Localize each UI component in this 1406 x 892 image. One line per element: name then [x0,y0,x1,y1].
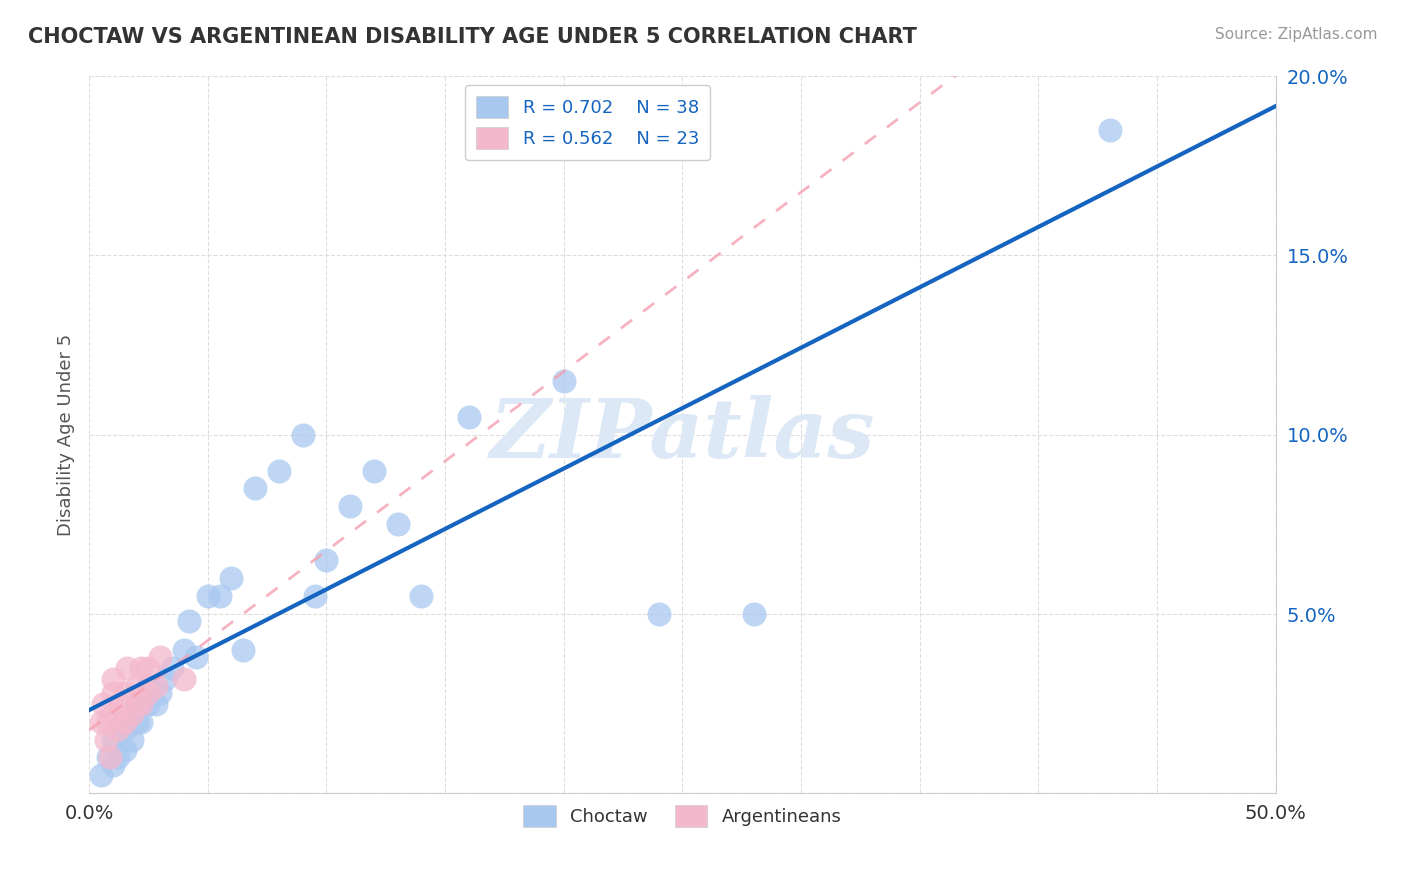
Point [138,661,160,675]
Point [108,697,131,711]
Point [125,697,148,711]
Point [94,732,117,747]
Point [149,686,172,700]
Point [97,714,120,729]
Text: CHOCTAW VS ARGENTINEAN DISABILITY AGE UNDER 5 CORRELATION CHART: CHOCTAW VS ARGENTINEAN DISABILITY AGE UN… [28,27,917,46]
Point [90,714,112,729]
Point [101,672,124,686]
Point [177,614,200,628]
Point [197,589,219,603]
Point [125,714,148,729]
Point [129,661,152,675]
Point [100,750,122,764]
Point [138,697,160,711]
Point [173,672,195,686]
Point [97,750,120,764]
Point [221,571,243,585]
Point [91,697,114,711]
Point [315,553,337,567]
Point [138,686,160,700]
Point [232,643,254,657]
Point [411,589,433,603]
Point [267,464,290,478]
Point [90,768,112,782]
Point [125,679,148,693]
Point [173,643,195,657]
Point [363,464,385,478]
Y-axis label: Disability Age Under 5: Disability Age Under 5 [58,334,75,536]
Point [125,697,148,711]
Point [742,607,765,621]
Point [457,409,479,424]
Point [107,750,129,764]
Point [114,686,136,700]
Point [114,743,136,757]
Point [101,757,124,772]
Point [129,714,152,729]
Point [291,427,314,442]
Point [115,661,138,675]
Point [145,679,167,693]
Text: Source: ZipAtlas.com: Source: ZipAtlas.com [1215,27,1378,42]
Point [101,686,124,700]
Point [1098,123,1121,137]
Point [101,732,124,747]
Text: ZIPatlas: ZIPatlas [489,394,875,475]
Point [149,650,172,665]
Point [107,722,129,736]
Point [138,679,160,693]
Point [647,607,669,621]
Point [387,517,409,532]
Point [245,482,267,496]
Point [129,697,152,711]
Point [145,697,167,711]
Point [114,722,136,736]
Point [101,707,124,722]
Point [208,589,231,603]
Point [114,714,136,729]
Point [339,500,361,514]
Legend: Choctaw, Argentineans: Choctaw, Argentineans [516,798,849,835]
Point [121,732,143,747]
Point [184,650,207,665]
Point [160,661,183,675]
Point [553,374,575,388]
Point [304,589,326,603]
Point [153,672,176,686]
Point [121,707,143,722]
